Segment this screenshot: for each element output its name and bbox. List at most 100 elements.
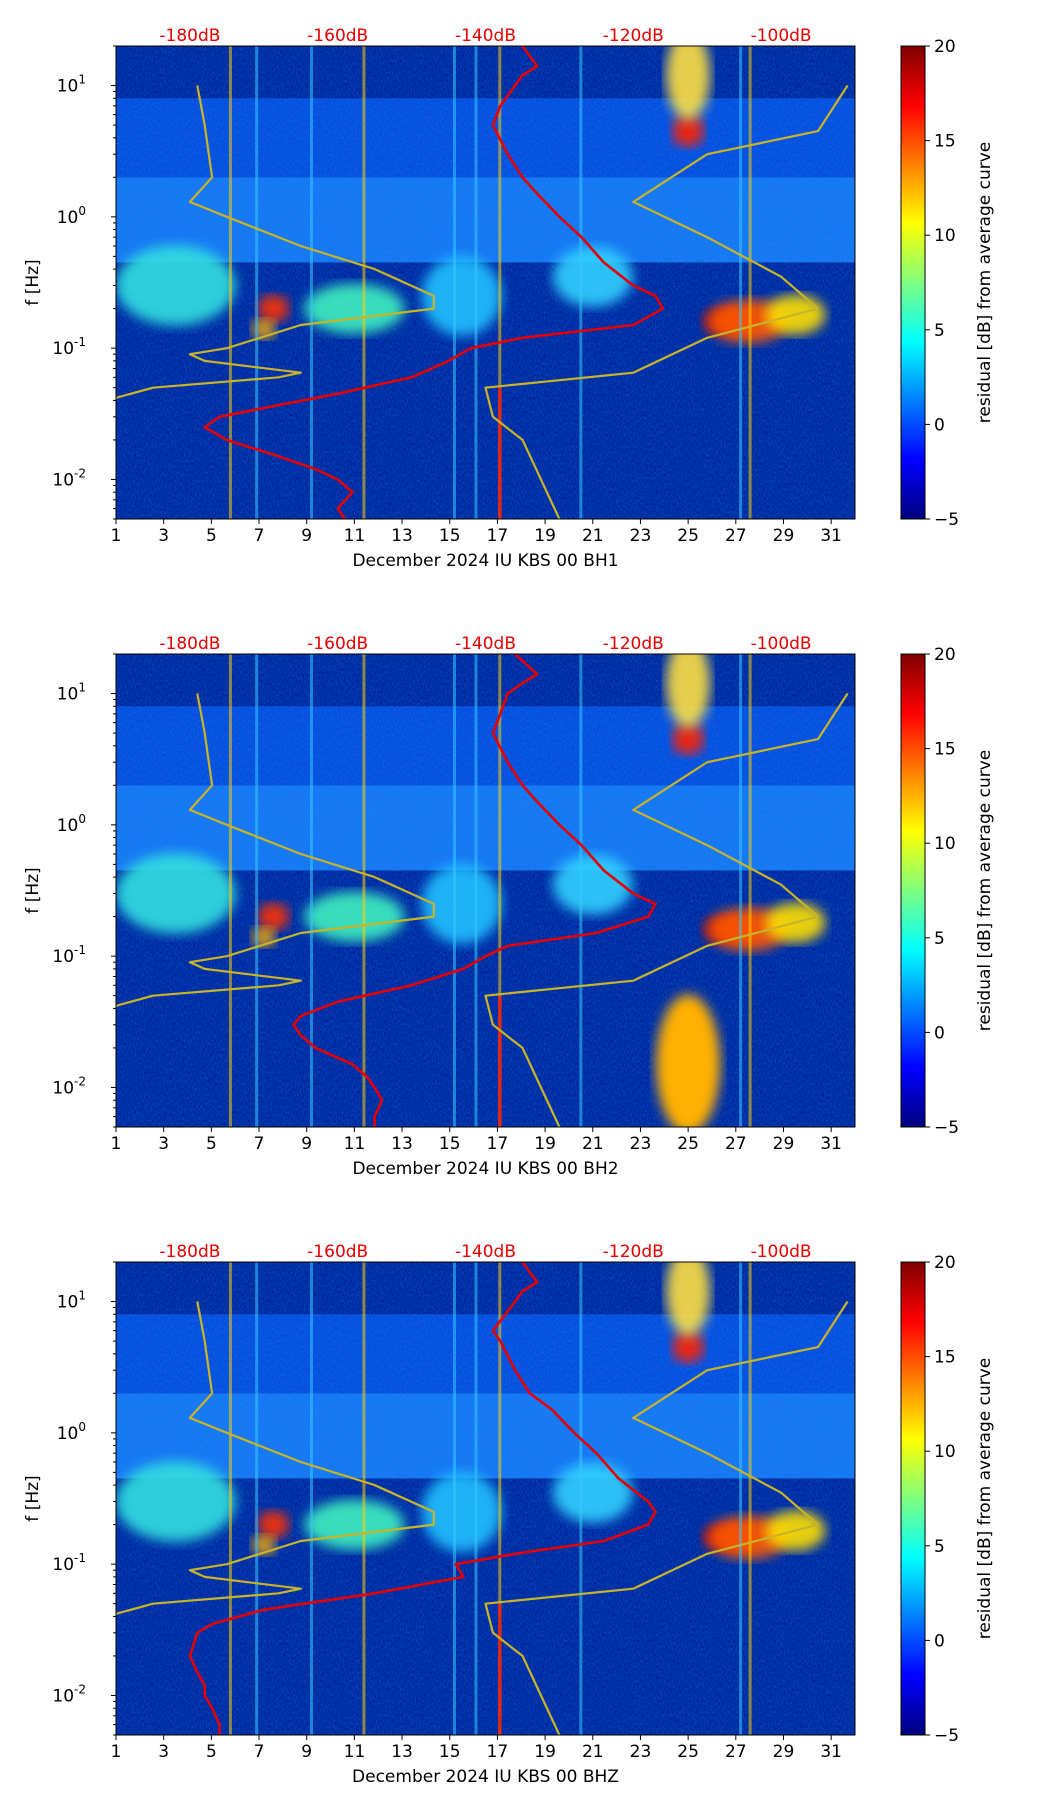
x-tick-label: 9	[301, 1134, 312, 1154]
y-axis-label: f [Hz]	[23, 1475, 43, 1521]
y-axis-label: f [Hz]	[23, 867, 43, 913]
percentile-curve-1	[188, 1262, 657, 1735]
percentile-curve-3	[484, 84, 849, 519]
y-tick-label: 100	[57, 812, 86, 836]
db-scale-label: -140dB	[455, 1242, 516, 1262]
y-tick-label: 10-2	[52, 466, 86, 490]
db-scale-label: -160dB	[307, 26, 368, 46]
colorbar-tick-label: 15	[934, 132, 956, 152]
x-tick-label: 7	[254, 1742, 265, 1762]
y-tick-label: 10-2	[52, 1074, 86, 1098]
x-tick-label: 27	[725, 526, 747, 546]
y-tick-label: 101	[57, 73, 86, 97]
colorbar-tick-label: 20	[934, 645, 956, 665]
x-tick-label: 25	[677, 526, 699, 546]
db-scale-label: -100dB	[751, 634, 812, 654]
x-tick-label: 11	[344, 526, 366, 546]
percentile-curve-2	[116, 85, 435, 399]
spectrogram-heatmap	[116, 654, 855, 1127]
x-tick-label: 15	[439, 1742, 461, 1762]
x-tick-label: 13	[391, 1742, 413, 1762]
x-tick-label: 5	[206, 1742, 217, 1762]
axes-frame	[115, 45, 856, 520]
colorbar-tick-label: −5	[934, 1118, 959, 1138]
x-tick-label: 29	[773, 1742, 795, 1762]
y-tick-label: 10-1	[52, 943, 86, 967]
axes-frame	[115, 653, 856, 1128]
x-tick-label: 1	[111, 1134, 122, 1154]
colorbar-tick-label: 0	[934, 415, 945, 435]
x-tick-label: 9	[301, 1742, 312, 1762]
x-tick-label: 29	[773, 1134, 795, 1154]
axes-frame	[115, 1261, 856, 1736]
x-tick-label: 19	[534, 526, 556, 546]
x-axis-label: December 2024 IU KBS 00 BH1	[352, 551, 618, 571]
colorbar-tick-label: −5	[934, 510, 959, 530]
x-tick-label: 15	[439, 526, 461, 546]
x-tick-label: 27	[725, 1742, 747, 1762]
x-tick-label: 13	[391, 526, 413, 546]
spectrogram-heatmap	[116, 1262, 855, 1735]
y-tick-label: 101	[57, 1289, 86, 1313]
colorbar-tick-label: 15	[934, 740, 956, 760]
x-tick-label: 31	[820, 1134, 842, 1154]
colorbar-tick-label: 10	[934, 834, 956, 854]
db-scale-label: -180dB	[159, 26, 220, 46]
percentile-curve-1	[203, 46, 665, 519]
db-scale-label: -100dB	[751, 1242, 812, 1262]
colorbar-label: residual [dB] from average curve	[975, 142, 995, 423]
x-tick-label: 29	[773, 526, 795, 546]
x-tick-label: 17	[487, 1134, 509, 1154]
percentile-curve-2	[116, 693, 435, 1007]
y-tick-label: 10-1	[52, 335, 86, 359]
spectrogram-heatmap	[116, 46, 855, 519]
x-tick-label: 5	[206, 1134, 217, 1154]
x-tick-label: 13	[391, 1134, 413, 1154]
db-scale-label: -120dB	[603, 26, 664, 46]
db-scale-label: -160dB	[307, 1242, 368, 1262]
colorbar-label: residual [dB] from average curve	[975, 1358, 995, 1639]
x-tick-label: 3	[158, 1742, 169, 1762]
colorbar-tick-label: 10	[934, 1442, 956, 1462]
x-tick-label: 3	[158, 1134, 169, 1154]
colorbar-tick-label: 20	[934, 1253, 956, 1273]
colorbar	[900, 45, 926, 520]
colorbar	[900, 1261, 926, 1736]
colorbar-tick-label: 5	[934, 929, 945, 949]
x-tick-label: 1	[111, 1742, 122, 1762]
x-tick-label: 25	[677, 1742, 699, 1762]
x-tick-label: 21	[582, 526, 604, 546]
x-tick-label: 19	[534, 1742, 556, 1762]
x-axis-label: December 2024 IU KBS 00 BHZ	[352, 1767, 619, 1787]
x-tick-label: 23	[630, 526, 652, 546]
y-tick-label: 101	[57, 681, 86, 705]
x-tick-label: 7	[254, 1134, 265, 1154]
colorbar-tick-label: 15	[934, 1348, 956, 1368]
colorbar-tick-label: 10	[934, 226, 956, 246]
x-tick-label: 9	[301, 526, 312, 546]
x-tick-label: 15	[439, 1134, 461, 1154]
y-tick-label: 10-1	[52, 1551, 86, 1575]
colorbar	[900, 653, 926, 1128]
x-tick-label: 17	[487, 1742, 509, 1762]
y-tick-label: 100	[57, 1420, 86, 1444]
x-tick-label: 11	[344, 1742, 366, 1762]
x-tick-label: 25	[677, 1134, 699, 1154]
x-tick-label: 5	[206, 526, 217, 546]
db-scale-label: -180dB	[159, 1242, 220, 1262]
x-tick-label: 31	[820, 526, 842, 546]
db-scale-label: -180dB	[159, 634, 220, 654]
x-tick-label: 23	[630, 1742, 652, 1762]
colorbar-tick-label: 5	[934, 1537, 945, 1557]
db-scale-label: -160dB	[307, 634, 368, 654]
x-tick-label: 11	[344, 1134, 366, 1154]
db-scale-label: -100dB	[751, 26, 812, 46]
db-scale-label: -140dB	[455, 26, 516, 46]
x-tick-label: 21	[582, 1134, 604, 1154]
colorbar-tick-label: 0	[934, 1631, 945, 1651]
x-tick-label: 7	[254, 526, 265, 546]
db-scale-label: -120dB	[603, 634, 664, 654]
